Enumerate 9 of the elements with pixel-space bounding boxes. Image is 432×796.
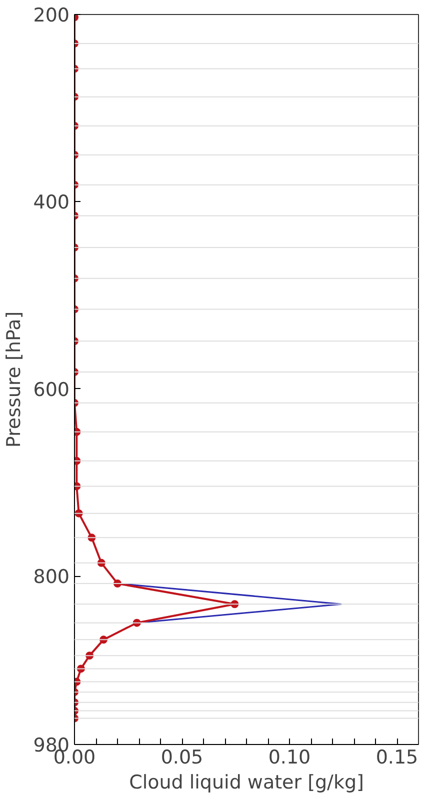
y-tick-label: 800: [33, 566, 70, 588]
y-tick-label: 400: [33, 192, 70, 214]
x-tick-label: 0.05: [160, 746, 204, 768]
y-axis-title: Pressure [hPa]: [3, 311, 26, 448]
x-tick-label: 0.10: [268, 746, 311, 768]
y-tick-label: 200: [33, 4, 70, 26]
x-tick-label: 0.15: [376, 746, 418, 768]
x-axis-title: Cloud liquid water [g/kg]: [129, 772, 364, 794]
y-tick-label: 600: [33, 378, 70, 401]
